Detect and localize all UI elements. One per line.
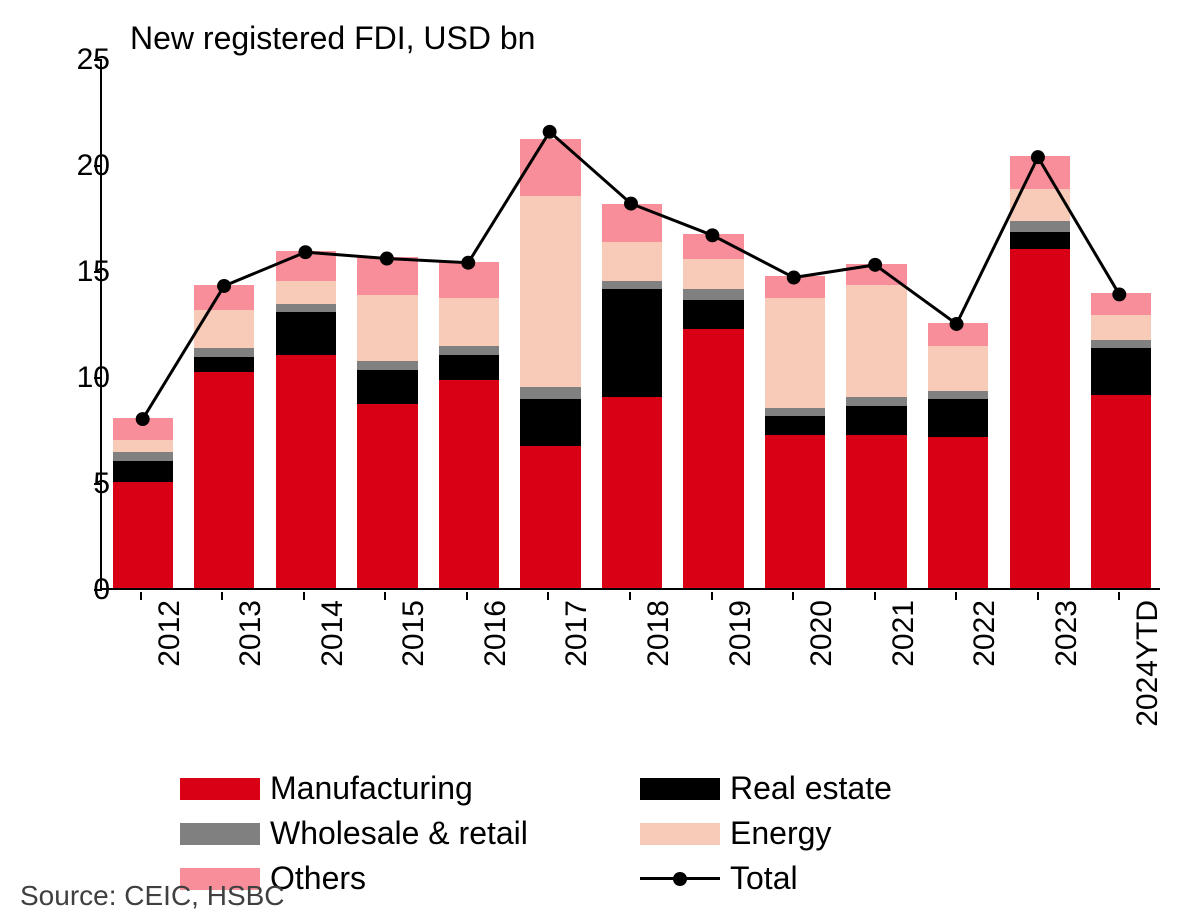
bar-segment-real_estate [194,357,254,372]
bar-segment-real_estate [602,289,662,397]
bar-segment-wholesale_retail [928,391,988,399]
bar-segment-others [520,139,580,196]
bar-segment-others [846,264,906,285]
bar-segment-energy [765,298,825,408]
plot-area [100,60,1160,590]
bar-segment-energy [194,310,254,348]
x-tick-label: 2024YTD [1131,600,1165,727]
bar-segment-energy [1091,315,1151,340]
bar-segment-real_estate [1091,348,1151,395]
bar-segment-real_estate [928,399,988,437]
legend-swatch [640,778,720,800]
bar-segment-real_estate [765,416,825,435]
bar-segment-others [1010,156,1070,190]
bar-segment-wholesale_retail [357,361,417,369]
bar-segment-energy [276,281,336,304]
fdi-chart: New registered FDI, USD bn 0510152025 20… [20,20,1180,880]
legend-label: Real estate [730,770,892,807]
bar-segment-manufacturing [1010,249,1070,588]
legend-swatch [180,778,260,800]
legend-label: Manufacturing [270,770,473,807]
x-tick-label: 2015 [397,600,431,667]
legend-swatch [180,823,260,845]
legend-item: Wholesale & retail [180,815,600,852]
bar-segment-manufacturing [602,397,662,588]
x-tick-label: 2023 [1050,600,1084,667]
legend-item: Total [640,860,1060,897]
bar-segment-energy [683,259,743,289]
bar-segment-energy [357,295,417,361]
bar-segment-others [602,204,662,242]
bar-segment-energy [928,346,988,391]
bar-segment-wholesale_retail [1010,221,1070,232]
x-tick-label: 2020 [805,600,839,667]
bar-segment-others [113,418,173,439]
x-tick-label: 2019 [724,600,758,667]
bar-segment-wholesale_retail [194,348,254,356]
bar-segment-wholesale_retail [439,346,499,354]
legend-label: Wholesale & retail [270,815,528,852]
bar-segment-real_estate [683,300,743,330]
bar-segment-manufacturing [194,372,254,588]
legend: Manufacturing Real estate Wholesale & reta… [180,770,1140,897]
bar-segment-manufacturing [1091,395,1151,588]
bar-segment-energy [1010,189,1070,221]
bar-segment-manufacturing [683,329,743,588]
bar-segment-real_estate [520,399,580,446]
bar-segment-real_estate [439,355,499,380]
bar-segment-manufacturing [276,355,336,588]
bar-segment-wholesale_retail [846,397,906,405]
legend-label: Energy [730,815,831,852]
bar-segment-others [194,285,254,310]
legend-item: Energy [640,815,1060,852]
bar-segment-wholesale_retail [1091,340,1151,348]
x-tick-label: 2017 [560,600,594,667]
bar-segment-others [439,262,499,298]
bar-segment-others [1091,293,1151,314]
bar-segment-others [683,234,743,259]
bar-segment-energy [602,242,662,280]
bar-segment-wholesale_retail [602,281,662,289]
bar-segment-energy [439,298,499,347]
bar-segment-others [928,323,988,346]
legend-item: Manufacturing [180,770,600,807]
bar-segment-manufacturing [113,482,173,588]
legend-item: Real estate [640,770,1060,807]
bar-segment-manufacturing [765,435,825,588]
x-tick-label: 2013 [234,600,268,667]
legend-swatch [640,823,720,845]
x-tick-label: 2012 [153,600,187,667]
x-tick-label: 2016 [479,600,513,667]
bar-segment-wholesale_retail [765,408,825,416]
bar-segment-wholesale_retail [276,304,336,312]
bar-segment-real_estate [113,461,173,482]
bar-segment-real_estate [846,406,906,436]
source-text: Source: CEIC, HSBC [20,880,285,912]
bar-segment-manufacturing [928,437,988,588]
chart-title: New registered FDI, USD bn [130,20,535,57]
x-tick-label: 2021 [887,600,921,667]
x-tick-label: 2014 [316,600,350,667]
bar-segment-manufacturing [439,380,499,588]
bar-segment-manufacturing [846,435,906,588]
bar-segment-wholesale_retail [520,387,580,400]
bar-segment-energy [846,285,906,397]
bar-segment-manufacturing [520,446,580,588]
x-tick-label: 2022 [968,600,1002,667]
bar-segment-real_estate [1010,232,1070,249]
legend-line-swatch [640,868,720,890]
bar-segment-manufacturing [357,404,417,588]
bar-segment-energy [113,440,173,453]
bar-segment-real_estate [357,370,417,404]
x-tick-label: 2018 [642,600,676,667]
bar-segment-others [765,276,825,297]
bar-segment-others [357,257,417,295]
bar-segment-wholesale_retail [113,452,173,460]
bar-segment-real_estate [276,312,336,354]
bar-segment-energy [520,196,580,387]
bar-segment-others [276,251,336,281]
legend-label: Total [730,860,798,897]
bar-segment-wholesale_retail [683,289,743,300]
